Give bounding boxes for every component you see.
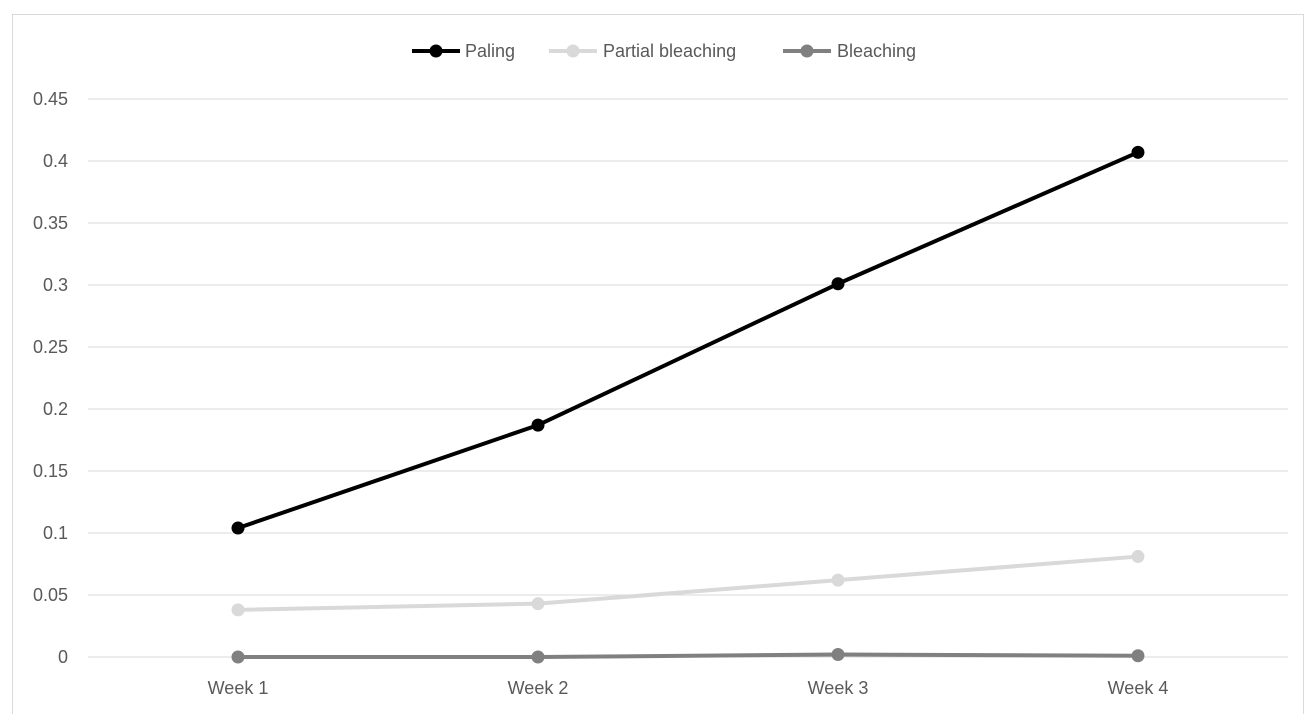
y-tick-label: 0.25 xyxy=(33,337,68,357)
data-point xyxy=(1131,145,1145,159)
y-tick-label: 0.35 xyxy=(33,213,68,233)
series-bleaching xyxy=(231,648,1145,664)
x-tick-label: Week 2 xyxy=(508,678,569,698)
y-tick-label: 0 xyxy=(58,647,68,667)
series-line xyxy=(236,554,1140,612)
legend-marker xyxy=(566,44,580,58)
y-tick-label: 0.05 xyxy=(33,585,68,605)
data-point xyxy=(831,277,845,291)
series-line xyxy=(236,150,1140,531)
data-point xyxy=(231,650,245,664)
data-point xyxy=(231,603,245,617)
gridlines xyxy=(88,98,1288,658)
data-point xyxy=(231,521,245,535)
legend-item: Partial bleaching xyxy=(549,41,736,61)
y-tick-label: 0.45 xyxy=(33,89,68,109)
y-tick-label: 0.15 xyxy=(33,461,68,481)
y-tick-label: 0.3 xyxy=(43,275,68,295)
data-point xyxy=(531,597,545,611)
legend-label: Partial bleaching xyxy=(603,41,736,61)
series-paling xyxy=(231,145,1145,535)
data-point xyxy=(831,648,845,662)
legend-marker xyxy=(800,44,814,58)
data-point xyxy=(1131,649,1145,663)
legend-item: Paling xyxy=(412,41,515,61)
data-point xyxy=(531,650,545,664)
y-tick-label: 0.1 xyxy=(43,523,68,543)
data-point xyxy=(531,418,545,432)
legend-label: Bleaching xyxy=(837,41,916,61)
chart-frame xyxy=(12,14,1304,714)
x-tick-label: Week 1 xyxy=(208,678,269,698)
series-partial-bleaching xyxy=(231,550,1145,617)
y-axis-ticks: 0 0.05 0.1 0.15 0.2 0.25 0.3 0.35 0.4 0.45 xyxy=(33,89,68,667)
data-point xyxy=(831,573,845,587)
legend: Paling Partial bleaching Bleaching xyxy=(412,41,916,61)
series-lines xyxy=(231,145,1145,664)
x-axis-ticks: Week 1 Week 2 Week 3 Week 4 xyxy=(208,678,1169,698)
y-tick-label: 0.4 xyxy=(43,151,68,171)
x-tick-label: Week 3 xyxy=(808,678,869,698)
y-tick-label: 0.2 xyxy=(43,399,68,419)
x-tick-label: Week 4 xyxy=(1108,678,1169,698)
legend-label: Paling xyxy=(465,41,515,61)
legend-item: Bleaching xyxy=(783,41,916,61)
series-line xyxy=(236,652,1140,659)
legend-marker xyxy=(429,44,443,58)
data-point xyxy=(1131,550,1145,564)
